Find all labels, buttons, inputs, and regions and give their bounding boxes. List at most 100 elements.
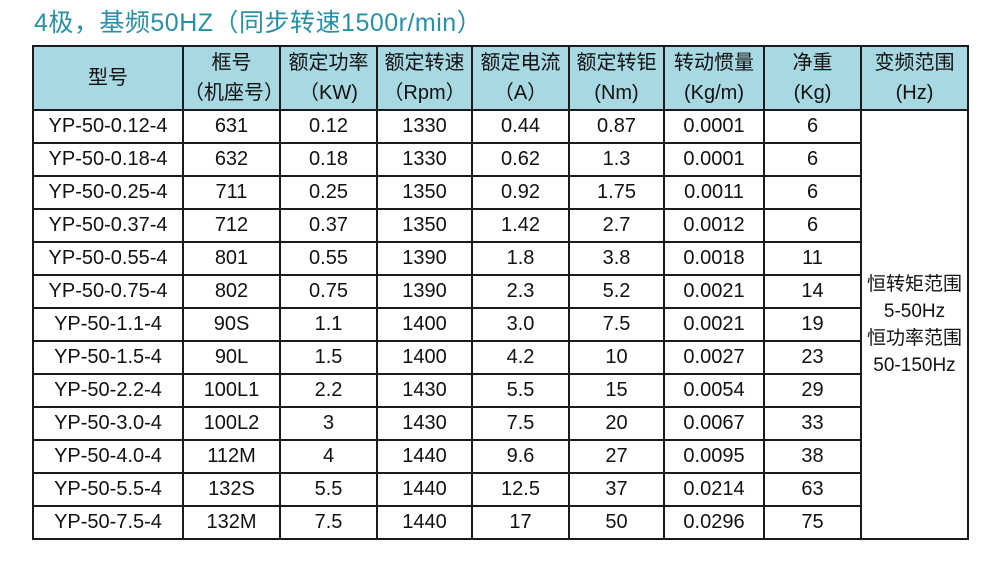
cell: 0.25 [279, 175, 378, 210]
cell: 10 [568, 340, 665, 375]
column-header-line2: （A） [493, 82, 548, 104]
cell: 7.5 [471, 406, 570, 441]
cell: 0.0296 [663, 505, 765, 540]
cell: 1350 [376, 208, 473, 243]
cell: 1330 [376, 109, 473, 144]
page: 4极，基频50HZ（同步转速1500r/min） 型号 框号 （机座号） 额定功率 （K… [0, 8, 993, 540]
cell: 90L [182, 340, 281, 375]
cell: 50 [568, 505, 665, 540]
cell: 0.0021 [663, 274, 765, 309]
cell: 632 [182, 142, 281, 177]
cell: 2.7 [568, 208, 665, 243]
cell: YP-50-0.75-4 [32, 274, 184, 309]
cell: 1440 [376, 472, 473, 507]
motor-spec-table: 型号 框号 （机座号） 额定功率 （KW) 额定转速 （Rpm） 额定电流 （A） 额定转钜 (Nm… [32, 45, 969, 540]
table-row: YP-50-3.0-4 100L2 3 1430 7.5 20 0.0067 33 [32, 406, 968, 441]
cell: 0.75 [279, 274, 378, 309]
cell: 801 [182, 241, 281, 276]
column-header-5: 额定转钜 (Nm) [568, 45, 665, 111]
cell: YP-50-5.5-4 [32, 472, 184, 507]
table-row: YP-50-7.5-4 132M 7.5 1440 17 50 0.0296 75 [32, 505, 968, 540]
cell: 0.55 [279, 241, 378, 276]
cell: 6 [763, 208, 862, 243]
frequency-range-line: 恒功率范围 [866, 327, 962, 349]
cell: 0.0001 [663, 142, 765, 177]
cell: 20 [568, 406, 665, 441]
cell: 1.3 [568, 142, 665, 177]
page-title: 4极，基频50HZ（同步转速1500r/min） [34, 9, 483, 37]
cell: 631 [182, 109, 281, 144]
cell: 0.37 [279, 208, 378, 243]
cell: YP-50-7.5-4 [32, 505, 184, 540]
cell: 0.0011 [663, 175, 765, 210]
cell: 7.5 [568, 307, 665, 342]
cell: 2.3 [471, 274, 570, 309]
table-row: YP-50-0.55-4 801 0.55 1390 1.8 3.8 0.0018 11 [32, 241, 968, 276]
cell: YP-50-4.0-4 [32, 439, 184, 474]
cell: YP-50-2.2-4 [32, 373, 184, 408]
cell: 33 [763, 406, 862, 441]
cell: 1430 [376, 373, 473, 408]
column-header-line1: 型号 [88, 67, 128, 89]
cell: 0.0021 [663, 307, 765, 342]
cell: YP-50-0.55-4 [32, 241, 184, 276]
column-header-line1: 额定转钜 [576, 52, 657, 74]
cell: 0.0018 [663, 241, 765, 276]
cell: 11 [763, 241, 862, 276]
frequency-range-line: 5-50Hz [883, 300, 946, 322]
cell: 5.2 [568, 274, 665, 309]
column-header-line2: (Kg) [793, 82, 832, 104]
table-row: YP-50-0.25-4 711 0.25 1350 0.92 1.75 0.0011 6 [32, 175, 968, 210]
cell: 712 [182, 208, 281, 243]
frequency-range-line: 50-150Hz [873, 354, 956, 376]
cell: 27 [568, 439, 665, 474]
cell: 7.5 [279, 505, 378, 540]
cell: 23 [763, 340, 862, 375]
cell: 0.0095 [663, 439, 765, 474]
column-header-1: 框号 （机座号） [182, 45, 284, 111]
cell: 132S [182, 472, 281, 507]
column-header-line1: 净重 [792, 52, 833, 74]
cell: 1390 [376, 274, 473, 309]
cell: 1390 [376, 241, 473, 276]
table-row: YP-50-0.37-4 712 0.37 1350 1.42 2.7 0.0012 6 [32, 208, 968, 243]
cell: 1440 [376, 505, 473, 540]
table-row: YP-50-4.0-4 112M 4 1440 9.6 27 0.0095 38 [32, 439, 968, 474]
cell: 100L2 [182, 406, 281, 441]
cell: 0.0012 [663, 208, 765, 243]
cell: 100L1 [182, 373, 281, 408]
cell: 6 [763, 175, 862, 210]
cell: 19 [763, 307, 862, 342]
column-header-7: 净重 (Kg) [763, 45, 862, 111]
column-header-line1: 框号 [211, 52, 252, 74]
cell: 0.62 [471, 142, 570, 177]
table-row: YP-50-0.18-4 632 0.18 1330 0.62 1.3 0.0001 6 [32, 142, 968, 177]
cell: 14 [763, 274, 862, 309]
cell: 1.8 [471, 241, 570, 276]
column-header-line2: (Kg/m) [684, 82, 744, 104]
column-header-line2: （KW) [299, 82, 358, 104]
cell: YP-50-0.37-4 [32, 208, 184, 243]
cell: 6 [763, 142, 862, 177]
frequency-range-line: 恒转矩范围 [866, 273, 962, 295]
cell: 0.87 [568, 109, 665, 144]
cell: 17 [471, 505, 570, 540]
cell: YP-50-0.18-4 [32, 142, 184, 177]
cell: 37 [568, 472, 665, 507]
table-body: YP-50-0.12-4 631 0.12 1330 0.44 0.87 0.0001 6 恒转… [32, 109, 969, 540]
cell: 802 [182, 274, 281, 309]
cell: YP-50-3.0-4 [32, 406, 184, 441]
column-header-8: 变频范围 (Hz) [860, 45, 969, 111]
column-header-line2: （Rpm） [383, 82, 466, 104]
column-header-line2: （机座号） [184, 82, 284, 104]
frequency-range-cell: 恒转矩范围 5-50Hz 恒功率范围 50-150Hz [860, 109, 969, 540]
cell: 4 [279, 439, 378, 474]
table-row: YP-50-1.1-4 90S 1.1 1400 3.0 7.5 0.0021 19 [32, 307, 968, 342]
cell: 15 [568, 373, 665, 408]
cell: 9.6 [471, 439, 570, 474]
cell: 6 [763, 109, 862, 144]
cell: 5.5 [279, 472, 378, 507]
cell: 0.44 [471, 109, 570, 144]
table-header: 型号 框号 （机座号） 额定功率 （KW) 额定转速 （Rpm） 额定电流 （A） 额定转钜 (Nm… [32, 45, 969, 111]
cell: 29 [763, 373, 862, 408]
